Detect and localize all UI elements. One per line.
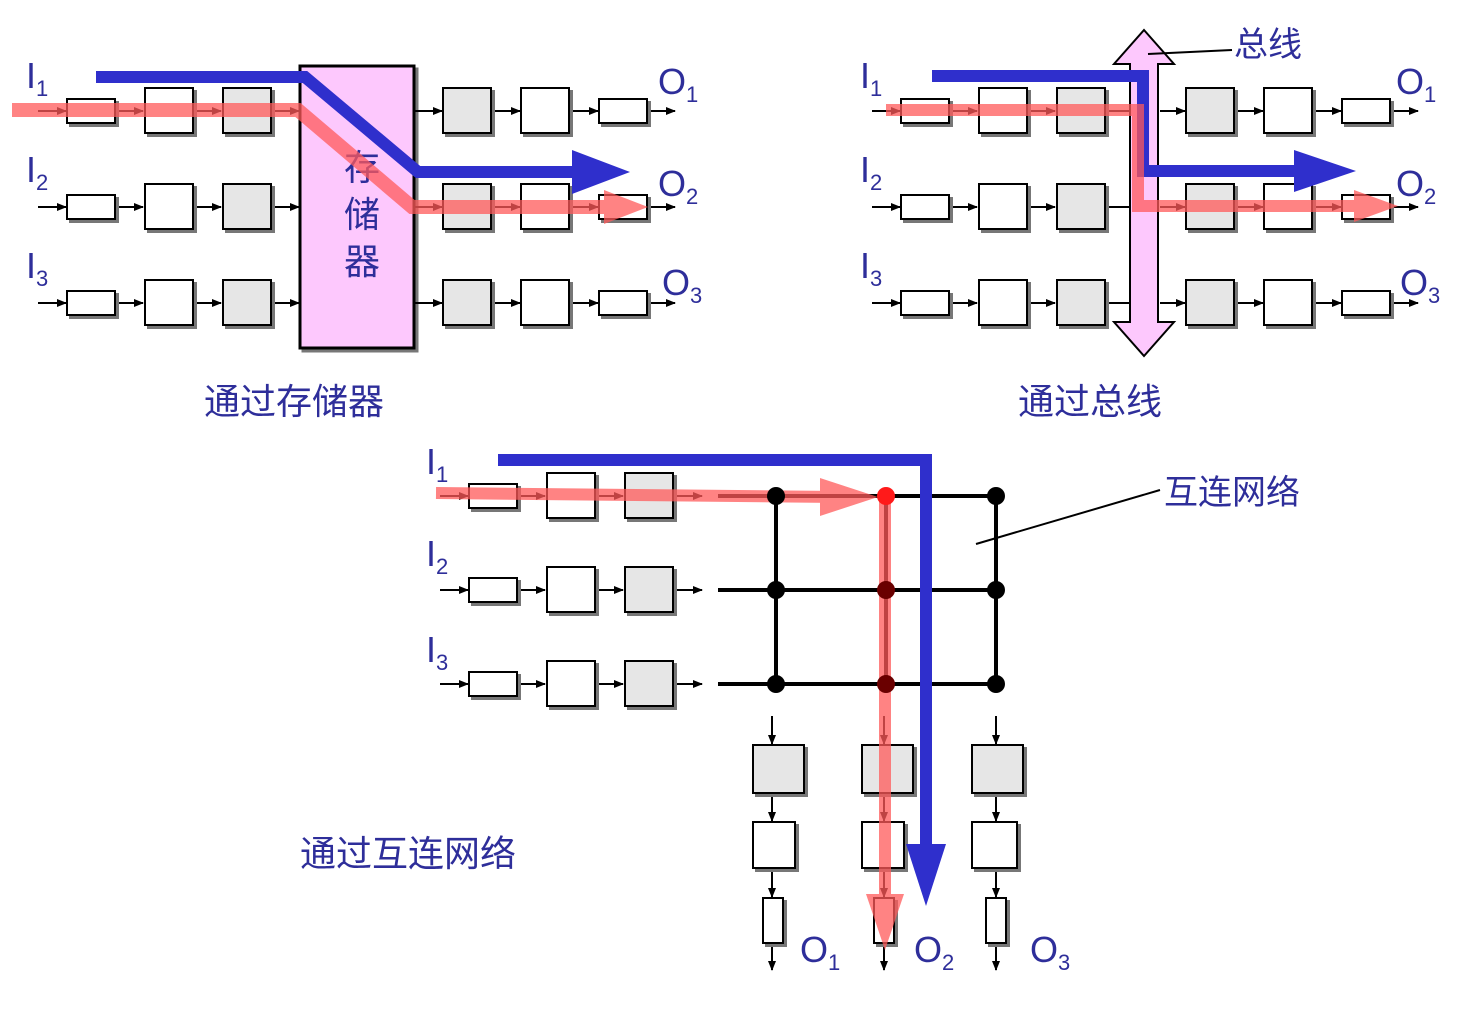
svg-text:I2: I2 (26, 149, 48, 195)
network-output-labels: O1 O2 O3 (800, 929, 1070, 975)
network-blue-path (498, 454, 946, 906)
memory-input-labels: I1 I2 I3 (26, 55, 48, 291)
bus-output-labels: O1 O2 O3 (1396, 61, 1440, 308)
svg-text:O3: O3 (662, 262, 702, 308)
svg-text:O1: O1 (800, 929, 840, 975)
memory-output-labels: O1 O2 O3 (658, 61, 702, 308)
svg-text:I1: I1 (426, 441, 448, 487)
svg-text:I3: I3 (860, 245, 882, 291)
network-input-stages (468, 472, 674, 707)
network-red-path (435, 478, 904, 950)
bus-panel: 总线 I1 I2 I3 O1 O2 O3 通过总线 (860, 25, 1440, 423)
memory-block-char-2: 储 (344, 195, 380, 236)
svg-text:I3: I3 (26, 245, 48, 291)
network-label: 互连网络 (1164, 473, 1300, 513)
bus-input-labels: I1 I2 I3 (860, 55, 882, 291)
crossbar-grid (718, 494, 998, 686)
bus-input-stages (900, 87, 1106, 326)
svg-text:O1: O1 (658, 61, 698, 107)
memory-input-stages (66, 87, 272, 326)
svg-text:O3: O3 (1030, 929, 1070, 975)
network-caption: 通过互连网络 (300, 834, 516, 875)
svg-text:I2: I2 (860, 149, 882, 195)
crossbar-junctions (767, 487, 1005, 693)
bus-red-path (886, 104, 1398, 222)
svg-text:I1: I1 (26, 55, 48, 101)
memory-red-path (12, 103, 648, 224)
svg-text:O2: O2 (658, 163, 698, 209)
memory-panel: 存 储 器 (12, 55, 702, 423)
svg-text:I1: I1 (860, 55, 882, 101)
memory-block-char-3: 器 (344, 242, 380, 283)
svg-text:O2: O2 (1396, 163, 1436, 209)
bus-label-leader (1147, 49, 1233, 55)
svg-text:O2: O2 (914, 929, 954, 975)
svg-text:O3: O3 (1400, 262, 1440, 308)
bus-label: 总线 (1234, 25, 1302, 65)
svg-text:O1: O1 (1396, 61, 1436, 107)
memory-caption: 通过存储器 (204, 382, 384, 423)
svg-text:I3: I3 (426, 629, 448, 675)
network-label-leader (975, 489, 1161, 545)
bus-caption: 通过总线 (1018, 382, 1162, 423)
svg-text:I2: I2 (426, 533, 448, 579)
network-panel: 互连网络 I1 I2 I3 O1 O2 O3 通过互连网络 (300, 441, 1300, 975)
network-input-labels: I1 I2 I3 (426, 441, 448, 675)
memory-blue-path (96, 71, 630, 194)
